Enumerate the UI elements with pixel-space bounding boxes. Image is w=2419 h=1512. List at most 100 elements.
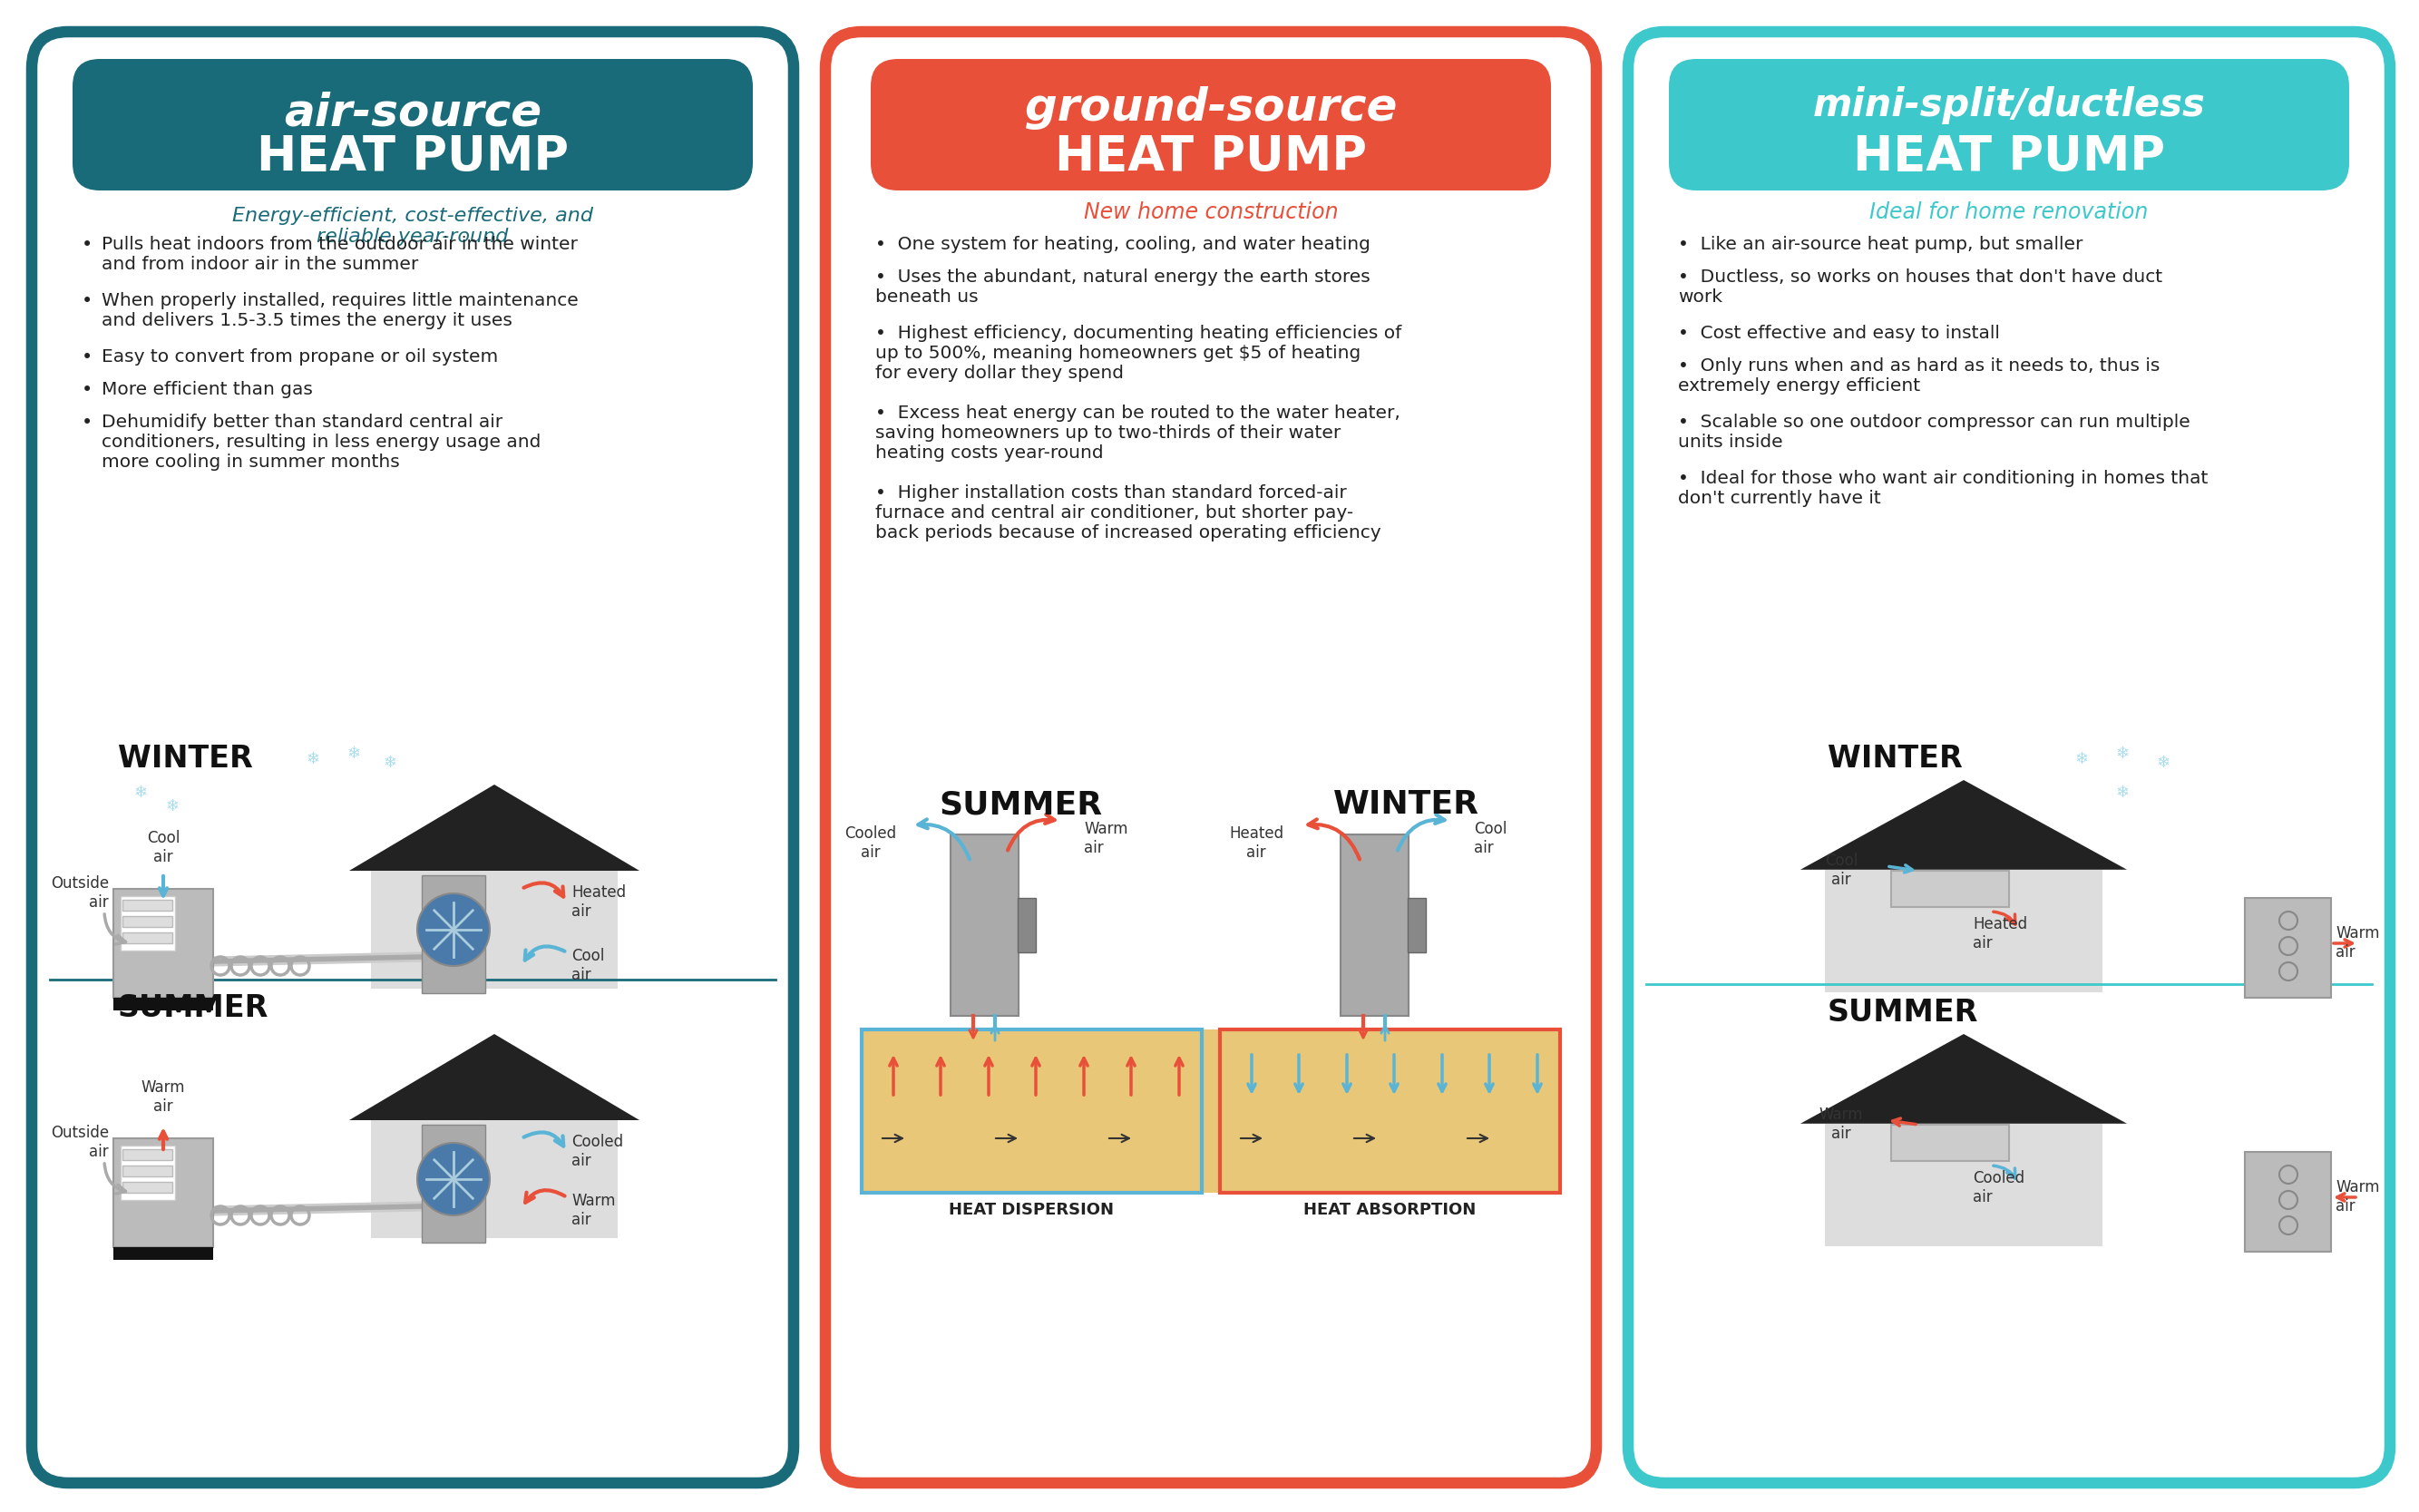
Text: •  Uses the abundant, natural energy the earth stores
beneath us: • Uses the abundant, natural energy the …: [876, 269, 1369, 305]
Text: •  Scalable so one outdoor compressor can run multiple
units inside: • Scalable so one outdoor compressor can…: [1679, 414, 2189, 451]
Text: Warm
air: Warm air: [1819, 1107, 1863, 1142]
Text: Energy-efficient, cost-effective, and
reliable year-round: Energy-efficient, cost-effective, and re…: [232, 207, 593, 246]
Text: •  One system for heating, cooling, and water heating: • One system for heating, cooling, and w…: [876, 236, 1372, 253]
Text: SUMMER: SUMMER: [1829, 998, 1979, 1028]
Bar: [121, 1146, 174, 1201]
Text: More efficient than gas: More efficient than gas: [102, 381, 312, 398]
Text: HEAT DISPERSION: HEAT DISPERSION: [948, 1202, 1113, 1219]
Text: Warm
air: Warm air: [571, 1193, 614, 1228]
Circle shape: [416, 1143, 489, 1216]
Bar: [1824, 869, 2102, 992]
Text: ground-source: ground-source: [1026, 86, 1396, 130]
Text: Warm
air: Warm air: [2337, 925, 2380, 960]
Text: ❄: ❄: [307, 751, 319, 767]
FancyBboxPatch shape: [31, 32, 793, 1483]
Bar: [421, 1125, 486, 1243]
Text: SUMMER: SUMMER: [119, 993, 269, 1024]
Bar: [1892, 1125, 2010, 1161]
Text: ❄: ❄: [2076, 751, 2088, 767]
Text: air-source: air-source: [283, 91, 542, 135]
Text: New home construction: New home construction: [1084, 201, 1338, 224]
Bar: [123, 1149, 172, 1160]
Text: •: •: [82, 292, 92, 310]
Text: WINTER: WINTER: [1829, 744, 1962, 774]
Text: Cool
air: Cool air: [1473, 821, 1507, 856]
Bar: [1892, 871, 2010, 907]
Bar: [123, 1166, 172, 1176]
Text: SUMMER: SUMMER: [939, 789, 1103, 820]
Text: HEAT ABSORPTION: HEAT ABSORPTION: [1304, 1202, 1476, 1219]
FancyBboxPatch shape: [825, 32, 1597, 1483]
Text: Outside
air: Outside air: [51, 875, 109, 910]
Text: •  Higher installation costs than standard forced-air
furnace and central air co: • Higher installation costs than standar…: [876, 484, 1381, 541]
Text: WINTER: WINTER: [119, 744, 254, 774]
Text: •  Highest efficiency, documenting heating efficiencies of
up to 500%, meaning h: • Highest efficiency, documenting heatin…: [876, 325, 1401, 383]
Bar: [1824, 1123, 2102, 1246]
Text: Cooled
air: Cooled air: [1974, 1170, 2025, 1205]
Text: ❄: ❄: [2117, 745, 2129, 762]
Polygon shape: [348, 1034, 639, 1120]
Text: Dehumidify better than standard central air
conditioners, resulting in less ener: Dehumidify better than standard central …: [102, 414, 542, 470]
Text: ❄: ❄: [382, 754, 397, 771]
Text: •  Ideal for those who want air conditioning in homes that
don't currently have : • Ideal for those who want air condition…: [1679, 470, 2209, 507]
Bar: [370, 871, 617, 989]
Text: Cool
air: Cool air: [148, 830, 179, 865]
Circle shape: [416, 894, 489, 966]
Text: HEAT PUMP: HEAT PUMP: [1055, 133, 1367, 180]
Text: Warm
air: Warm air: [140, 1080, 186, 1114]
Text: Warm
air: Warm air: [1084, 821, 1127, 856]
Bar: [951, 835, 1018, 1016]
Text: Heated
air: Heated air: [571, 885, 627, 919]
FancyBboxPatch shape: [1628, 32, 2390, 1483]
Text: Ideal for home renovation: Ideal for home renovation: [1870, 201, 2148, 224]
Text: •  Like an air-source heat pump, but smaller: • Like an air-source heat pump, but smal…: [1679, 236, 2083, 253]
FancyBboxPatch shape: [31, 32, 793, 1483]
Text: •  Ductless, so works on houses that don't have duct
work: • Ductless, so works on houses that don'…: [1679, 269, 2163, 305]
Text: Heated
air: Heated air: [1974, 916, 2027, 951]
Text: ❄: ❄: [164, 798, 179, 815]
Text: Cooled
air: Cooled air: [844, 826, 897, 860]
Bar: [1219, 1030, 1560, 1193]
Polygon shape: [348, 785, 639, 871]
FancyBboxPatch shape: [73, 59, 752, 191]
Text: •: •: [82, 414, 92, 432]
Text: Cooled
air: Cooled air: [571, 1134, 624, 1169]
FancyBboxPatch shape: [825, 32, 1597, 1483]
Bar: [421, 875, 486, 993]
Bar: [370, 1120, 617, 1238]
Bar: [123, 900, 172, 910]
Text: ❄: ❄: [2155, 754, 2170, 771]
Bar: [1340, 835, 1408, 1016]
Polygon shape: [1800, 780, 2126, 869]
Text: Pulls heat indoors from the outdoor air in the winter
and from indoor air in the: Pulls heat indoors from the outdoor air …: [102, 236, 578, 274]
Text: Cool
air: Cool air: [571, 948, 605, 983]
Bar: [114, 1139, 213, 1247]
FancyBboxPatch shape: [1669, 59, 2349, 191]
Bar: [114, 998, 213, 1010]
Text: •: •: [82, 381, 92, 399]
Bar: [2245, 898, 2332, 998]
Bar: [861, 1030, 1560, 1193]
Bar: [114, 889, 213, 998]
Bar: [861, 1030, 1202, 1193]
Text: ❄: ❄: [133, 785, 148, 801]
Text: Outside
air: Outside air: [51, 1125, 109, 1160]
Text: •  Only runs when and as hard as it needs to, thus is
extremely energy efficient: • Only runs when and as hard as it needs…: [1679, 357, 2160, 395]
Text: HEAT PUMP: HEAT PUMP: [256, 133, 568, 180]
Bar: [123, 933, 172, 943]
Bar: [121, 897, 174, 951]
Bar: [1408, 898, 1425, 953]
Text: •: •: [82, 348, 92, 366]
Text: Warm
air: Warm air: [2337, 1179, 2380, 1214]
Bar: [123, 1182, 172, 1193]
Text: •  Cost effective and easy to install: • Cost effective and easy to install: [1679, 325, 2001, 342]
Text: Cool
air: Cool air: [1824, 853, 1858, 888]
Bar: [2245, 1152, 2332, 1252]
Text: HEAT PUMP: HEAT PUMP: [1853, 133, 2165, 180]
Bar: [1018, 898, 1035, 953]
Text: When properly installed, requires little maintenance
and delivers 1.5-3.5 times : When properly installed, requires little…: [102, 292, 578, 330]
FancyBboxPatch shape: [1628, 32, 2390, 1483]
Text: WINTER: WINTER: [1333, 789, 1478, 820]
Text: ❄: ❄: [346, 745, 360, 762]
Text: mini-split/ductless: mini-split/ductless: [1812, 86, 2206, 124]
